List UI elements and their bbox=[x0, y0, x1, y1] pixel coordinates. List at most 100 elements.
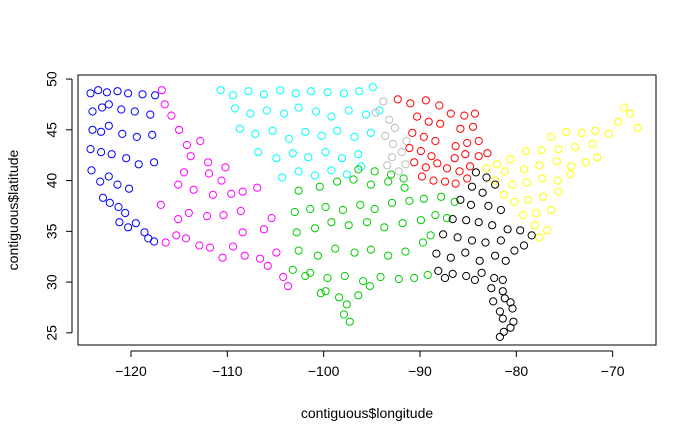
data-point-s5 bbox=[593, 153, 602, 162]
data-point-s4 bbox=[413, 112, 422, 121]
data-point-s4 bbox=[468, 122, 478, 131]
data-point-s4 bbox=[419, 132, 428, 141]
data-point-s6 bbox=[342, 300, 351, 309]
data-point-s0 bbox=[150, 158, 159, 167]
data-point-s5 bbox=[581, 158, 590, 167]
data-point-s5 bbox=[482, 164, 491, 173]
data-point-s5 bbox=[506, 155, 515, 164]
data-point-s1 bbox=[217, 176, 226, 185]
y-tick-label: 30 bbox=[44, 274, 60, 290]
data-point-s1 bbox=[256, 254, 265, 263]
data-point-s3 bbox=[371, 108, 380, 117]
data-point-s0 bbox=[86, 89, 95, 98]
data-point-s7 bbox=[453, 233, 462, 242]
data-point-s5 bbox=[537, 146, 546, 155]
data-point-s2 bbox=[280, 109, 289, 118]
data-point-s6 bbox=[370, 204, 379, 214]
data-point-s7 bbox=[461, 248, 470, 257]
data-point-s0 bbox=[150, 237, 159, 246]
data-point-s5 bbox=[546, 132, 556, 141]
data-point-s3 bbox=[397, 148, 406, 157]
data-point-s7 bbox=[498, 275, 507, 285]
data-point-s6 bbox=[306, 204, 315, 214]
data-point-s4 bbox=[416, 147, 425, 156]
data-point-s0 bbox=[117, 105, 126, 114]
data-point-s5 bbox=[523, 195, 533, 204]
data-point-s1 bbox=[219, 211, 228, 220]
data-point-s0 bbox=[86, 145, 95, 154]
data-point-s3 bbox=[381, 131, 390, 140]
data-point-s1 bbox=[267, 214, 276, 223]
data-point-s6 bbox=[387, 198, 397, 207]
data-point-s6 bbox=[359, 277, 368, 286]
data-point-s4 bbox=[474, 136, 483, 146]
data-point-s1 bbox=[283, 282, 293, 291]
data-point-s7 bbox=[491, 251, 500, 260]
data-point-s7 bbox=[516, 226, 525, 235]
data-point-s1 bbox=[156, 200, 165, 209]
data-point-s4 bbox=[446, 109, 455, 118]
data-point-s7 bbox=[446, 253, 455, 262]
y-tick-label: 40 bbox=[44, 173, 60, 189]
data-point-s7 bbox=[456, 195, 465, 204]
data-point-s6 bbox=[398, 219, 407, 228]
data-point-s6 bbox=[354, 291, 363, 300]
data-point-s5 bbox=[553, 176, 562, 185]
data-point-s0 bbox=[94, 86, 103, 95]
data-point-s2 bbox=[278, 173, 287, 182]
data-point-s7 bbox=[434, 266, 443, 275]
data-point-s6 bbox=[344, 221, 353, 230]
data-point-s5 bbox=[539, 192, 548, 201]
data-point-s7 bbox=[506, 323, 515, 332]
data-point-s1 bbox=[259, 225, 268, 234]
data-point-s2 bbox=[259, 90, 268, 99]
data-point-s1 bbox=[189, 185, 198, 194]
data-point-s1 bbox=[218, 253, 227, 262]
data-point-s7 bbox=[440, 273, 450, 283]
data-point-s2 bbox=[354, 150, 363, 159]
data-point-s6 bbox=[331, 244, 340, 253]
data-point-s1 bbox=[208, 190, 217, 199]
data-point-s4 bbox=[483, 149, 492, 158]
data-point-s1 bbox=[240, 251, 249, 260]
data-point-s6 bbox=[315, 182, 324, 191]
data-point-s1 bbox=[204, 158, 213, 167]
data-point-s2 bbox=[361, 110, 371, 119]
data-point-s6 bbox=[310, 224, 320, 233]
data-point-s6 bbox=[405, 196, 414, 205]
data-point-s7 bbox=[477, 268, 486, 277]
data-point-s0 bbox=[134, 160, 143, 169]
data-point-s5 bbox=[535, 161, 544, 170]
data-point-s6 bbox=[290, 207, 299, 217]
data-point-s0 bbox=[97, 127, 106, 136]
data-point-s6 bbox=[384, 177, 393, 186]
data-point-s6 bbox=[301, 271, 310, 281]
data-point-s1 bbox=[157, 86, 166, 95]
data-point-s6 bbox=[349, 175, 358, 184]
data-point-s6 bbox=[288, 265, 297, 274]
data-point-s1 bbox=[263, 261, 272, 270]
y-tick-label: 35 bbox=[44, 223, 60, 239]
data-point-s7 bbox=[489, 297, 498, 306]
data-point-s2 bbox=[366, 128, 375, 137]
data-point-s1 bbox=[205, 243, 215, 252]
data-point-s1 bbox=[221, 163, 230, 172]
data-point-s5 bbox=[588, 139, 597, 149]
data-point-s6 bbox=[356, 200, 365, 209]
data-point-s2 bbox=[262, 106, 271, 115]
data-point-s5 bbox=[625, 109, 635, 118]
data-point-s2 bbox=[230, 104, 240, 113]
data-point-s1 bbox=[167, 111, 176, 120]
data-point-s7 bbox=[484, 201, 493, 210]
data-point-s1 bbox=[161, 238, 170, 247]
data-point-s2 bbox=[311, 107, 320, 116]
data-point-s2 bbox=[304, 153, 313, 162]
data-point-s6 bbox=[345, 317, 354, 326]
data-point-s1 bbox=[253, 183, 262, 192]
data-point-s2 bbox=[288, 149, 297, 158]
data-point-s0 bbox=[107, 150, 116, 159]
data-point-s6 bbox=[410, 273, 419, 283]
data-point-s5 bbox=[522, 178, 532, 187]
data-point-s1 bbox=[272, 248, 281, 257]
